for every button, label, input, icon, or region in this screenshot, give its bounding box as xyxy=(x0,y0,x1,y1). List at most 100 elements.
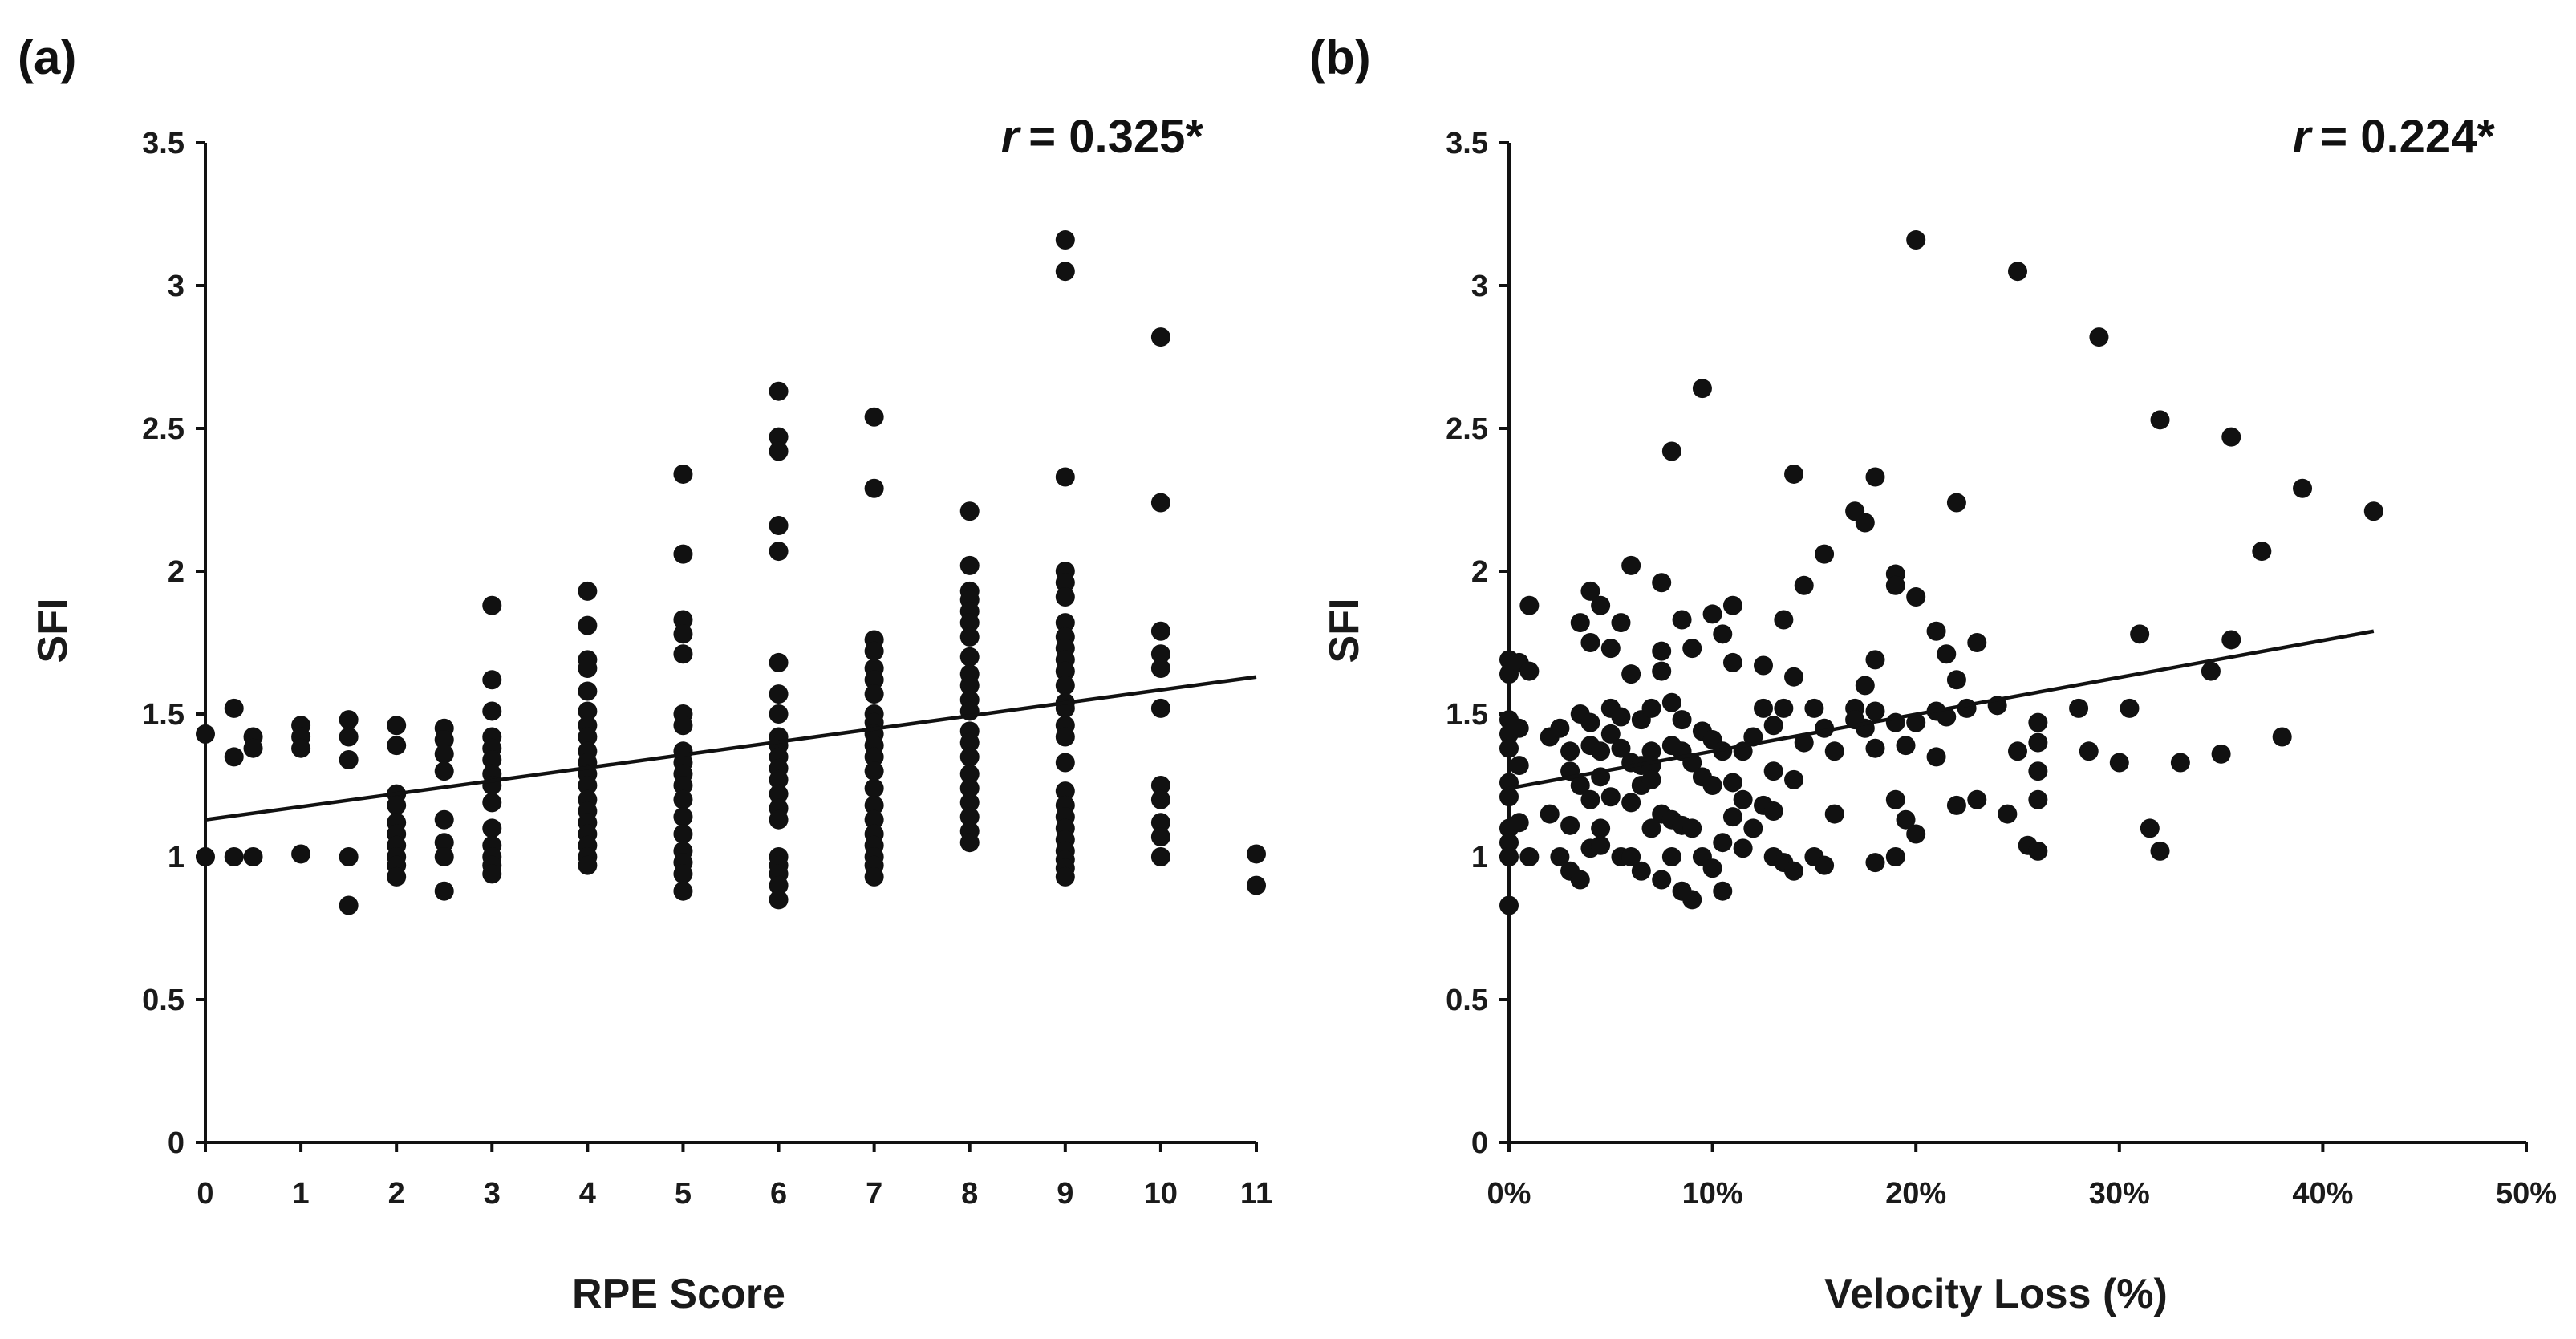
panel-a-y-axis-label: SFI xyxy=(30,598,76,663)
panel-a-data-point xyxy=(959,501,980,521)
panel-b-data-point xyxy=(1641,698,1661,718)
panel-b-x-tick-label: 40% xyxy=(2292,1177,2353,1211)
panel-a-data-point xyxy=(224,698,244,718)
panel-a-data-point xyxy=(1055,727,1075,747)
panel-b-data-point xyxy=(1509,813,1529,833)
panel-b-data-point xyxy=(1591,818,1611,838)
panel-b-data-point xyxy=(1591,595,1611,615)
panel-b-data-point xyxy=(1794,732,1814,753)
panel-a-x-tick-label: 2 xyxy=(388,1177,405,1211)
panel-a-data-point xyxy=(578,659,598,679)
panel-a-data-point xyxy=(673,716,693,736)
panel-a-points xyxy=(196,230,1266,915)
panel-b-data-point xyxy=(1682,890,1702,910)
panel-a-y-ticks: 0 0.5 1 1.5 2 2.5 3 3.5 xyxy=(142,127,205,1160)
panel-b-data-point xyxy=(1682,753,1702,773)
panel-a-data-point xyxy=(1150,493,1170,513)
panel-b-data-point xyxy=(1754,698,1773,718)
panel-a-data-point xyxy=(1247,875,1266,895)
panel-a-data-point xyxy=(959,747,980,767)
panel-a-data-point xyxy=(387,716,407,736)
panel-b-data-point xyxy=(2079,741,2099,761)
panel-a-data-point xyxy=(243,738,263,758)
panel-b-data-point xyxy=(2008,262,2027,282)
panel-b-data-point xyxy=(1824,804,1844,824)
panel-b-data-point xyxy=(2028,841,2048,861)
panel-a: (a) r = 0.325* SFI RPE Score 0 0.5 1 1.5 2 2.5… xyxy=(18,30,1272,1317)
panel-a-data-point xyxy=(1150,659,1170,679)
panel-a-data-point xyxy=(1150,644,1170,664)
panel-b-data-point xyxy=(1702,776,1722,795)
panel-a-data-point xyxy=(673,881,693,901)
panel-b-data-point xyxy=(1957,698,1977,718)
panel-a-data-point xyxy=(769,769,789,789)
panel-b-data-point xyxy=(1621,847,1641,866)
panel-b-y-tick-label: 1.5 xyxy=(1446,698,1488,732)
panel-b-data-point xyxy=(1600,724,1621,744)
panel-b-data-point xyxy=(1733,789,1753,809)
panel-b-data-point xyxy=(1865,701,1885,721)
panel-b-data-point xyxy=(1754,655,1773,676)
panel-b-data-point xyxy=(1937,707,1957,727)
panel-a-data-point xyxy=(769,875,789,895)
panel-a-x-tick-label: 9 xyxy=(1057,1177,1073,1211)
panel-a-data-point xyxy=(769,809,789,830)
panel-a-data-point xyxy=(578,727,598,747)
panel-a-data-point xyxy=(434,761,454,781)
panel-b-data-point xyxy=(1784,667,1804,687)
panel-a-data-point xyxy=(673,776,693,795)
panel-a-data-point xyxy=(959,732,980,753)
panel-a-data-point xyxy=(224,747,244,767)
panel-a-data-point xyxy=(959,676,980,696)
panel-b-data-point xyxy=(1591,741,1611,761)
panel-b-data-point xyxy=(1580,712,1600,732)
panel-a-data-point xyxy=(769,381,789,401)
panel-a-x-tick-label: 10 xyxy=(1144,1177,1178,1211)
panel-b-data-point xyxy=(1692,379,1712,399)
panel-a-data-point xyxy=(1055,467,1075,487)
panel-b-data-point xyxy=(1652,661,1672,681)
panel-b-data-point xyxy=(1743,818,1763,838)
panel-a-correlation: r = 0.325* xyxy=(1001,111,1204,163)
panel-a-data-point xyxy=(387,866,407,887)
panel-a-data-point xyxy=(339,749,359,769)
panel-b-data-point xyxy=(1611,738,1631,758)
panel-b-data-point xyxy=(1682,818,1702,838)
panel-b-data-point xyxy=(1906,824,1926,844)
panel-a-data-point xyxy=(673,624,693,644)
panel-b-data-point xyxy=(1885,847,1905,866)
panel-a-data-point xyxy=(864,778,884,798)
panel-b-data-point xyxy=(1946,670,1966,690)
panel-b-y-tick-label: 0 xyxy=(1471,1126,1488,1160)
panel-a-trendline xyxy=(205,675,1257,822)
panel-b-data-point xyxy=(1560,815,1580,835)
panel-a-data-point xyxy=(339,727,359,747)
panel-b-data-point xyxy=(1926,621,1946,641)
panel-a-data-point xyxy=(1150,827,1170,847)
panel-b-r-symbol: r xyxy=(2293,111,2314,163)
panel-b-data-point xyxy=(1702,858,1722,878)
panel-b-data-point xyxy=(1967,633,1987,652)
panel-a-data-point xyxy=(769,441,789,461)
panel-b-data-point xyxy=(1621,793,1641,813)
panel-b-data-point xyxy=(1611,707,1631,727)
panel-a-data-point xyxy=(769,427,789,447)
panel-b-data-point xyxy=(1885,789,1905,809)
panel-a-data-point xyxy=(387,795,407,815)
panel-b-data-point xyxy=(2120,698,2140,718)
panel-a-data-point xyxy=(578,701,598,721)
panel-a-data-point xyxy=(1150,621,1170,641)
panel-a-data-point xyxy=(1055,230,1075,250)
panel-b-data-point xyxy=(2252,542,2272,562)
panel-b-data-point xyxy=(2028,761,2048,781)
panel-b-data-point xyxy=(2221,630,2241,650)
panel-b-x-ticks: 0% 10% 20% 30% 40% 50% xyxy=(1487,1142,2557,1211)
panel-b-data-point xyxy=(1560,741,1580,761)
panel-b-correlation: r = 0.224* xyxy=(2293,111,2496,163)
panel-a-data-point xyxy=(864,761,884,781)
panel-b-data-point xyxy=(1896,809,1916,830)
panel-a-data-point xyxy=(434,809,454,830)
panel-a-y-tick-label: 2.5 xyxy=(142,412,185,446)
panel-b-label: (b) xyxy=(1309,30,1371,84)
panel-a-x-tick-label: 6 xyxy=(770,1177,787,1211)
